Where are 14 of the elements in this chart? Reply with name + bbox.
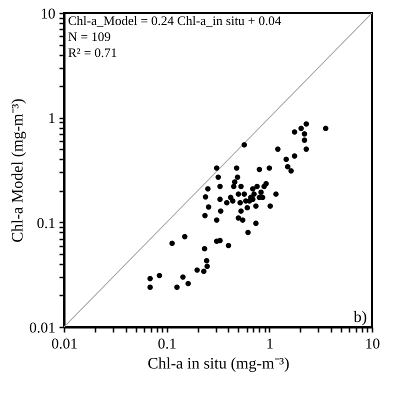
y-tick-label: 0.01 <box>29 320 56 336</box>
x-axis-title: Chl-a in situ (mg-m⁻³) <box>148 356 290 372</box>
annotation: b) <box>354 309 367 326</box>
annotation: Chl-a_Model = 0.24 Chl-a_in situ + 0.04 <box>68 13 282 28</box>
y-axis-title: Chl-a Model (mg-m⁻³) <box>9 98 26 242</box>
x-tick-label: 0.01 <box>51 336 78 352</box>
annotation: N = 109 <box>68 29 111 44</box>
y-tick-label: 0.1 <box>36 216 56 232</box>
y-tick-label: 1 <box>48 111 56 128</box>
x-tick-label: 10 <box>365 336 380 352</box>
annotation: R² = 0.71 <box>68 45 118 60</box>
x-tick-label: 1 <box>266 336 274 352</box>
y-tick-label: 10 <box>40 6 56 22</box>
x-tick-label: 0.1 <box>158 336 177 352</box>
